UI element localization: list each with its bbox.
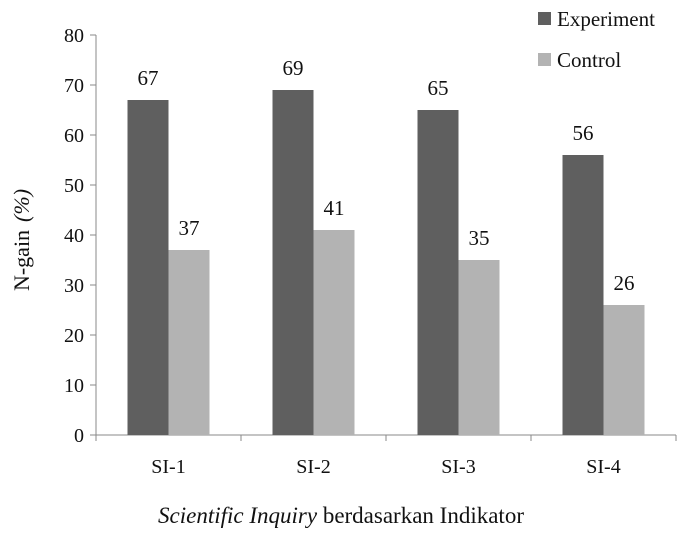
data-labels: 67 37 69 41 65 35 56 26 <box>138 56 635 295</box>
x-tick-label: SI-3 <box>441 456 475 478</box>
bar-experiment-si-3 <box>417 110 459 435</box>
bar-experiment-si-4 <box>562 155 604 435</box>
x-axis-label-rest: berdasarkan Indikator <box>317 503 524 528</box>
data-label: 67 <box>138 66 159 90</box>
y-tick-label: 30 <box>64 275 84 297</box>
x-tick-label: SI-4 <box>586 456 620 478</box>
data-label: 35 <box>469 226 490 250</box>
data-label: 26 <box>614 271 635 295</box>
bar-experiment-si-1 <box>127 100 169 435</box>
x-tick-label: SI-2 <box>296 456 330 478</box>
data-label: 56 <box>573 121 594 145</box>
legend: Experiment Control <box>538 7 655 72</box>
x-axis-label: Scientific Inquiry berdasarkan Indikator <box>0 503 682 529</box>
axes: 0 10 20 30 40 50 60 70 80 SI-1 SI-2 SI-3 SI-4 <box>64 25 677 478</box>
y-axis-label: N-gain (%) <box>9 189 34 291</box>
y-axis-label-main: N-gain <box>9 230 34 291</box>
legend-label-control: Control <box>557 48 621 72</box>
y-tick-label: 10 <box>64 375 84 397</box>
x-axis-label-italic: Scientific Inquiry <box>158 503 318 528</box>
y-tick-label: 60 <box>64 125 84 147</box>
y-tick-label: 50 <box>64 175 84 197</box>
bars <box>127 90 645 435</box>
bar-control-si-4 <box>603 305 645 435</box>
y-tick-label: 0 <box>74 425 84 447</box>
y-tick-label: 80 <box>64 25 84 47</box>
data-label: 41 <box>324 196 345 220</box>
bar-control-si-1 <box>168 250 210 435</box>
y-tick-label: 40 <box>64 225 84 247</box>
legend-swatch-control <box>538 53 551 66</box>
data-label: 69 <box>283 56 304 80</box>
bar-experiment-si-2 <box>272 90 314 435</box>
bar-control-si-2 <box>313 230 355 435</box>
bar-control-si-3 <box>458 260 500 435</box>
y-tick-label: 70 <box>64 75 84 97</box>
y-tick-label: 20 <box>64 325 84 347</box>
y-axis-label-unit: (%) <box>9 189 34 222</box>
legend-swatch-experiment <box>538 12 551 25</box>
data-label: 65 <box>428 76 449 100</box>
legend-label-experiment: Experiment <box>557 7 655 31</box>
x-tick-label: SI-1 <box>151 456 185 478</box>
data-label: 37 <box>179 216 200 240</box>
